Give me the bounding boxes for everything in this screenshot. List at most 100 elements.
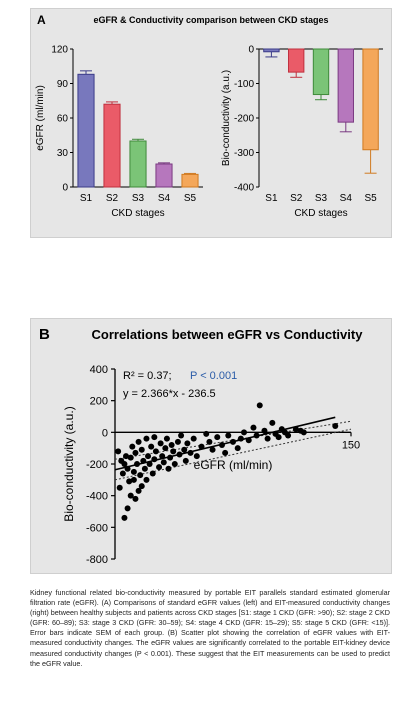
conductivity-bar-s5 <box>362 48 379 151</box>
scatter-point <box>165 465 172 472</box>
scatter-point <box>184 440 191 447</box>
scatter-point <box>163 435 170 442</box>
scatter-point <box>116 484 123 491</box>
scatter-y-tick-label: -400 <box>86 491 108 503</box>
scatter-regression-line <box>114 416 336 471</box>
egfr-x-axis-label: CKD stages <box>111 208 164 219</box>
egfr-bar-s3 <box>129 140 147 188</box>
scatter-point <box>145 453 152 460</box>
scatter-point <box>146 461 153 467</box>
scatter-point <box>214 434 221 441</box>
panel-b-letter: B <box>39 326 50 343</box>
regression-equation: y = 2.366*x - 236.5 <box>123 388 216 400</box>
egfr-y-tick-label: 90 <box>57 79 69 90</box>
scatter-point <box>149 470 156 477</box>
conductivity-y-tick-label: -300 <box>234 148 254 159</box>
scatter-point <box>151 434 158 441</box>
egfr-x-tick-label: S5 <box>184 193 197 204</box>
egfr-bar-s5 <box>181 173 199 188</box>
scatter-point <box>332 423 339 429</box>
scatter-point <box>225 432 232 439</box>
scatter-point <box>135 438 142 445</box>
scatter-point <box>222 449 229 456</box>
scatter-point <box>143 435 150 442</box>
egfr-y-tick-label: 30 <box>57 148 69 159</box>
scatter-y-axis-label: Bio-conductivity (a.u.) <box>62 406 76 521</box>
scatter-point <box>300 429 307 436</box>
scatter-point <box>162 445 169 452</box>
conductivity-y-tick-label: -400 <box>234 183 254 194</box>
scatter-point <box>156 464 163 471</box>
egfr-x-tick-label: S1 <box>80 193 93 204</box>
scatter-point <box>124 505 131 512</box>
scatter-y-tick-label: -200 <box>86 459 108 471</box>
scatter-point <box>130 476 137 483</box>
conductivity-y-tick-label: 0 <box>248 45 254 56</box>
scatter-point <box>126 478 133 485</box>
scatter-point <box>234 445 241 452</box>
panel-a: A eGFR & Conductivity comparison between… <box>30 8 392 238</box>
scatter-point <box>115 448 122 455</box>
conductivity-bar-s2 <box>288 48 305 73</box>
scatter-point <box>181 446 188 453</box>
egfr-y-tick-label: 60 <box>57 114 69 125</box>
scatter-point <box>159 453 166 460</box>
scatter-point <box>157 440 164 447</box>
scatter-point <box>138 483 145 490</box>
scatter-point <box>123 453 130 460</box>
scatter-point <box>218 442 225 448</box>
egfr-bar-s4 <box>155 163 173 188</box>
conductivity-x-tick-label: S4 <box>340 193 353 204</box>
scatter-point <box>138 446 145 453</box>
panel-a-chart: A eGFR & Conductivity comparison between… <box>35 13 383 219</box>
panel-b-chart: B Correlations between eGFR vs Conductiv… <box>39 326 363 566</box>
scatter-point <box>171 461 178 467</box>
scatter-point <box>168 442 175 448</box>
scatter-point <box>127 454 134 461</box>
egfr-y-axis-label: eGFR (ml/min) <box>35 85 46 151</box>
egfr-y-tick-label: 120 <box>51 45 68 56</box>
scatter-point <box>176 451 183 458</box>
panel-b: B Correlations between eGFR vs Conductiv… <box>30 318 392 574</box>
scatter-point <box>253 432 260 439</box>
egfr-bar-s1 <box>77 73 95 188</box>
scatter-point <box>132 449 139 456</box>
scatter-point <box>206 438 213 445</box>
conductivity-x-tick-label: S1 <box>265 193 278 204</box>
egfr-x-tick-label: S4 <box>158 193 171 204</box>
scatter-y-tick-label: 0 <box>102 427 108 439</box>
scatter-y-tick-label: -600 <box>86 522 108 534</box>
scatter-point <box>178 432 185 439</box>
r-squared-label: R² = 0.37; <box>123 370 172 382</box>
scatter-point <box>135 487 142 494</box>
egfr-bar-s2 <box>103 103 121 188</box>
scatter-point <box>187 449 194 456</box>
scatter-point <box>160 459 167 466</box>
scatter-point <box>124 465 131 472</box>
scatter-point <box>151 456 158 463</box>
scatter-point <box>193 453 200 460</box>
scatter-point <box>230 438 236 445</box>
scatter-point <box>152 448 159 455</box>
conductivity-bar-s3 <box>312 48 330 96</box>
scatter-x-tick-label: 150 <box>342 439 360 451</box>
scatter-point <box>198 443 205 450</box>
p-value-label: P < 0.001 <box>190 370 237 382</box>
scatter-point <box>140 457 147 464</box>
panel-a-title: eGFR & Conductivity comparison between C… <box>93 15 328 25</box>
scatter-point <box>121 514 128 521</box>
scatter-point <box>237 435 244 442</box>
conductivity-y-axis-label: Bio-conductivity (a.u.) <box>221 70 232 166</box>
scatter-point <box>245 437 252 444</box>
scatter-point <box>132 495 139 502</box>
scatter-point <box>127 492 134 499</box>
scatter-x-axis-label: eGFR (ml/min) <box>194 458 273 472</box>
scatter-point <box>143 476 150 483</box>
egfr-x-tick-label: S3 <box>132 193 145 204</box>
scatter-y-tick-label: -800 <box>86 554 108 566</box>
scatter-point <box>190 435 197 442</box>
scatter-point <box>285 432 292 439</box>
scatter-point <box>137 472 144 479</box>
panel-a-letter: A <box>37 13 46 27</box>
scatter-point <box>264 435 271 442</box>
